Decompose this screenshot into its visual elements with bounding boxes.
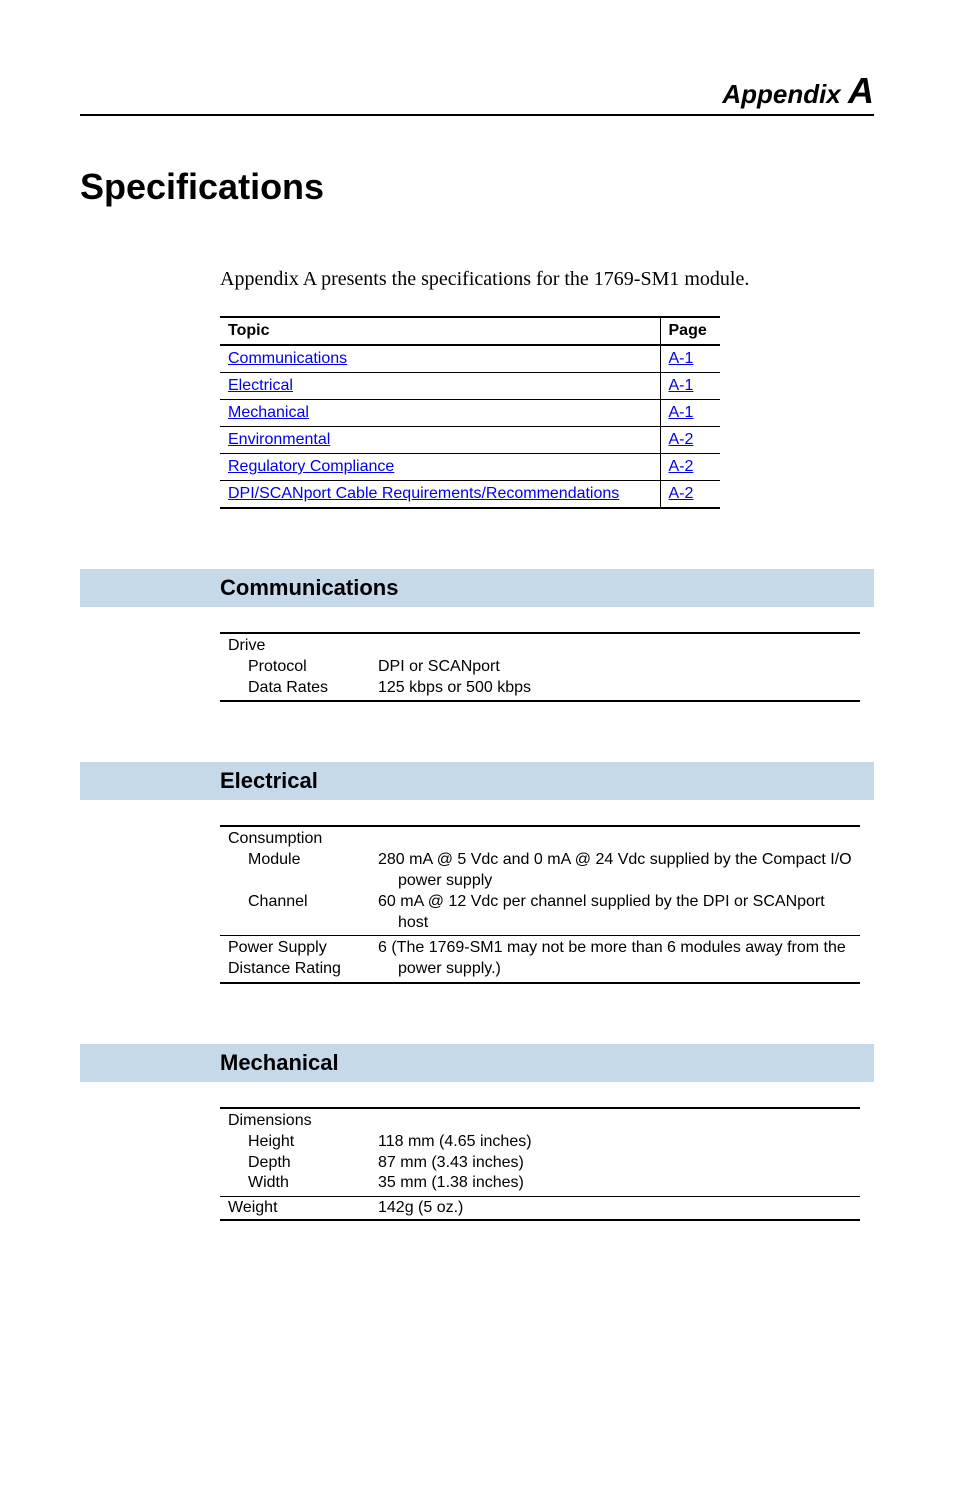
section-heading-bg: Communications (80, 569, 874, 607)
section-communications: Communications (80, 569, 874, 607)
appendix-header: Appendix A (80, 70, 874, 116)
spec-value: 118 mm (4.65 inches) (378, 1132, 852, 1153)
spec-value-cell: 118 mm (4.65 inches) 87 mm (3.43 inches)… (370, 1108, 860, 1197)
table-row: Electrical A-1 (220, 373, 720, 400)
page-link[interactable]: A-2 (669, 458, 694, 475)
section-heading-mechanical: Mechanical (220, 1050, 339, 1076)
spec-value: 125 kbps or 500 kbps (378, 678, 852, 699)
spec-sublabel: Channel (228, 892, 362, 913)
table-row: Regulatory Compliance A-2 (220, 454, 720, 481)
spec-label: Consumption (228, 829, 362, 850)
spec-value-blank (378, 636, 852, 657)
page-title: Specifications (80, 166, 874, 208)
spec-value-cell: 280 mA @ 5 Vdc and 0 mA @ 24 Vdc supplie… (370, 826, 860, 935)
spec-value: 60 mA @ 12 Vdc per channel supplied by t… (378, 892, 852, 934)
page-link[interactable]: A-1 (669, 377, 694, 394)
table-row: Environmental A-2 (220, 427, 720, 454)
section-electrical: Electrical (80, 762, 874, 800)
spec-sublabel: Data Rates (228, 678, 362, 699)
spec-label: Distance Rating (228, 959, 362, 980)
topic-link-dpi-scanport[interactable]: DPI/SCANport Cable Requirements/Recommen… (228, 485, 619, 502)
spec-label: Drive (228, 636, 362, 657)
table-row: Consumption Module Channel 280 mA @ 5 Vd… (220, 826, 860, 935)
spec-value-cell: 6 (The 1769-SM1 may not be more than 6 m… (370, 936, 860, 983)
intro-text: Appendix A presents the specifications f… (220, 268, 874, 291)
spec-sublabel: Width (228, 1173, 362, 1194)
topic-link-communications[interactable]: Communications (228, 350, 347, 367)
page-link[interactable]: A-1 (669, 350, 694, 367)
section-heading-communications: Communications (220, 575, 398, 601)
topic-table: Topic Page Communications A-1 Electrical… (220, 316, 720, 509)
spec-label-cell: Drive Protocol Data Rates (220, 633, 370, 701)
page-link[interactable]: A-2 (669, 485, 694, 502)
section-heading-bg: Electrical (80, 762, 874, 800)
table-row: Power Supply Distance Rating 6 (The 1769… (220, 936, 860, 983)
topic-link-mechanical[interactable]: Mechanical (228, 404, 309, 421)
spec-label: Dimensions (228, 1111, 362, 1132)
page-header: Page (660, 317, 720, 345)
spec-sublabel: Depth (228, 1153, 362, 1174)
communications-table: Drive Protocol Data Rates DPI or SCANpor… (220, 632, 860, 702)
spec-value: 142g (5 oz.) (370, 1197, 860, 1221)
spec-value: 280 mA @ 5 Vdc and 0 mA @ 24 Vdc supplie… (378, 850, 852, 892)
page-link[interactable]: A-2 (669, 431, 694, 448)
spec-sublabel: Height (228, 1132, 362, 1153)
topic-header: Topic (220, 317, 660, 345)
spec-sublabel: Protocol (228, 657, 362, 678)
spec-label-cell: Consumption Module Channel (220, 826, 370, 935)
page-link[interactable]: A-1 (669, 404, 694, 421)
table-row: Weight 142g (5 oz.) (220, 1197, 860, 1221)
spec-sublabel: Module (228, 850, 362, 871)
spec-value-blank (228, 871, 362, 892)
spec-value: 6 (The 1769-SM1 may not be more than 6 m… (378, 938, 852, 959)
spec-label-cell: Power Supply Distance Rating (220, 936, 370, 983)
spec-value: 87 mm (3.43 inches) (378, 1153, 852, 1174)
spec-value-blank (378, 1111, 852, 1132)
spec-value-cell: DPI or SCANport 125 kbps or 500 kbps (370, 633, 860, 701)
page-container: Appendix A Specifications Appendix A pre… (0, 0, 954, 1261)
table-row: DPI/SCANport Cable Requirements/Recommen… (220, 481, 720, 509)
spec-value-blank (378, 829, 852, 850)
spec-label-cell: Dimensions Height Depth Width (220, 1108, 370, 1197)
spec-value: power supply.) (378, 959, 852, 980)
table-header-row: Topic Page (220, 317, 720, 345)
table-row: Drive Protocol Data Rates DPI or SCANpor… (220, 633, 860, 701)
table-row: Dimensions Height Depth Width 118 mm (4.… (220, 1108, 860, 1197)
table-row: Communications A-1 (220, 345, 720, 373)
topic-link-electrical[interactable]: Electrical (228, 377, 293, 394)
spec-label: Power Supply (228, 938, 362, 959)
appendix-letter: A (848, 70, 874, 111)
topic-link-regulatory[interactable]: Regulatory Compliance (228, 458, 394, 475)
spec-value: 35 mm (1.38 inches) (378, 1173, 852, 1194)
topic-link-environmental[interactable]: Environmental (228, 431, 330, 448)
spec-label: Weight (220, 1197, 370, 1221)
table-row: Mechanical A-1 (220, 400, 720, 427)
appendix-label: Appendix (722, 79, 840, 109)
section-heading-electrical: Electrical (220, 768, 318, 794)
electrical-table: Consumption Module Channel 280 mA @ 5 Vd… (220, 825, 860, 984)
mechanical-table: Dimensions Height Depth Width 118 mm (4.… (220, 1107, 860, 1221)
section-heading-bg: Mechanical (80, 1044, 874, 1082)
spec-value: DPI or SCANport (378, 657, 852, 678)
section-mechanical: Mechanical (80, 1044, 874, 1082)
